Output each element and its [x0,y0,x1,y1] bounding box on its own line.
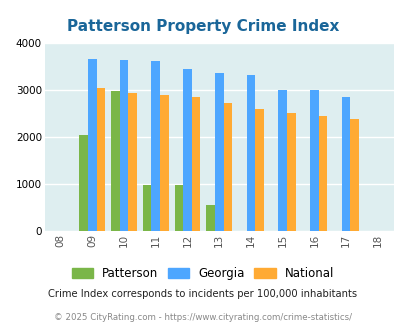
Bar [128,93,136,231]
Bar [214,73,223,231]
Bar [183,69,191,231]
Text: Crime Index corresponds to incidents per 100,000 inhabitants: Crime Index corresponds to incidents per… [48,289,357,299]
Bar [350,119,358,231]
Bar [255,109,263,231]
Bar [174,185,183,231]
Bar [206,205,214,231]
Text: Patterson Property Crime Index: Patterson Property Crime Index [67,19,338,34]
Bar [286,114,295,231]
Bar [191,97,200,231]
Bar [278,90,286,231]
Bar [160,95,168,231]
Bar [79,135,88,231]
Bar [309,90,318,231]
Bar [318,116,326,231]
Bar [151,61,160,231]
Legend: Patterson, Georgia, National: Patterson, Georgia, National [68,263,337,283]
Bar [246,75,255,231]
Bar [143,185,151,231]
Text: © 2025 CityRating.com - https://www.cityrating.com/crime-statistics/: © 2025 CityRating.com - https://www.city… [54,313,351,322]
Bar [119,60,128,231]
Bar [341,97,350,231]
Bar [111,91,119,231]
Bar [223,103,232,231]
Bar [96,88,105,231]
Bar [88,59,96,231]
